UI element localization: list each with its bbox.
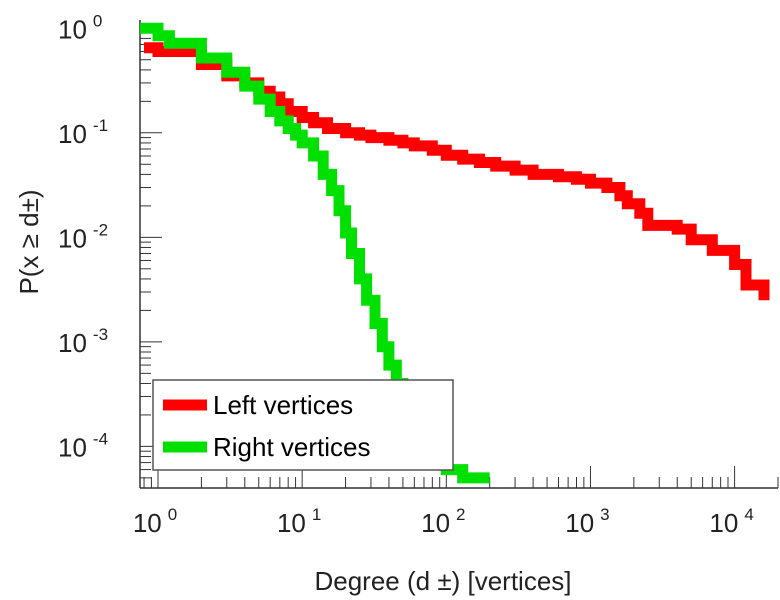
x-tick-label: 10 3 [565,505,609,538]
y-tick-label: 10 -4 [58,429,108,462]
tick-labels: 10 0 10 1 10 2 10 3 10 4 10 0 10 -1 10 -2 10 -3 10 -4 [58,11,754,538]
y-tick-label: 10 0 [58,11,102,44]
y-axis-label: P(x ≥ d±) [14,189,44,294]
legend: Left vertices Right vertices [152,379,454,471]
x-axis-label: Degree (d ±) [vertices] [314,566,571,596]
legend-box [152,379,454,471]
y-tick-label: 10 -1 [58,116,108,149]
x-tick-label: 10 4 [709,505,753,538]
x-tick-label: 10 2 [421,505,465,538]
y-tick-label: 10 -2 [58,220,108,253]
y-tick-label: 10 -3 [58,325,108,358]
legend-label-left-vertices: Left vertices [213,390,353,420]
legend-label-right-vertices: Right vertices [213,432,371,462]
x-tick-label: 10 0 [133,505,177,538]
series-line-left-vertices [144,42,770,301]
x-tick-label: 10 1 [277,505,321,538]
